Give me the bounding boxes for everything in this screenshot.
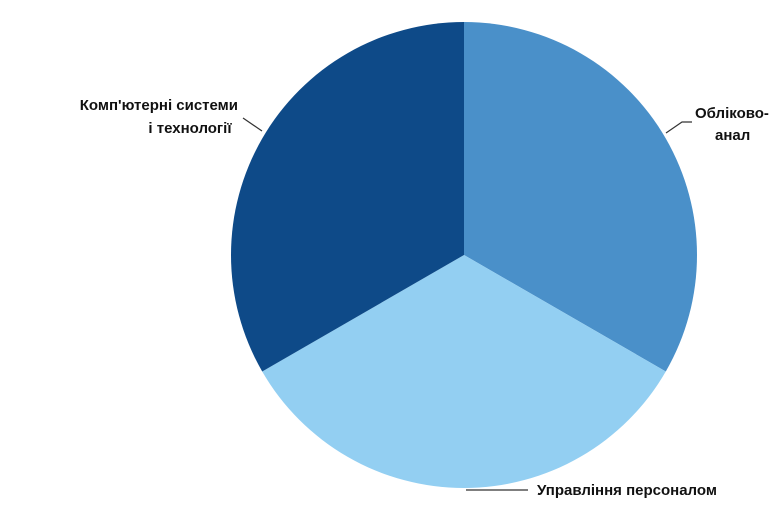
leader-line-kompiuterni — [242, 117, 263, 132]
slice-upravlinnia — [262, 255, 666, 488]
slice-labels: Обліково- анал Управління персоналом Ком… — [80, 97, 769, 499]
label-upravlinnia: Управління персоналом — [537, 482, 717, 499]
label-kompiuterni-line-2: і технології — [148, 120, 232, 137]
label-obliko-line-2: анал — [715, 127, 750, 144]
leader-line-obliko — [665, 121, 692, 134]
pie-slices — [231, 22, 697, 488]
leader-lines — [242, 117, 692, 491]
label-kompiuterni-line-1: Комп'ютерні системи — [80, 97, 238, 114]
slice-obliko — [464, 22, 697, 372]
slice-kompiuterni — [231, 22, 464, 372]
label-obliko-line-1: Обліково- — [695, 105, 769, 122]
